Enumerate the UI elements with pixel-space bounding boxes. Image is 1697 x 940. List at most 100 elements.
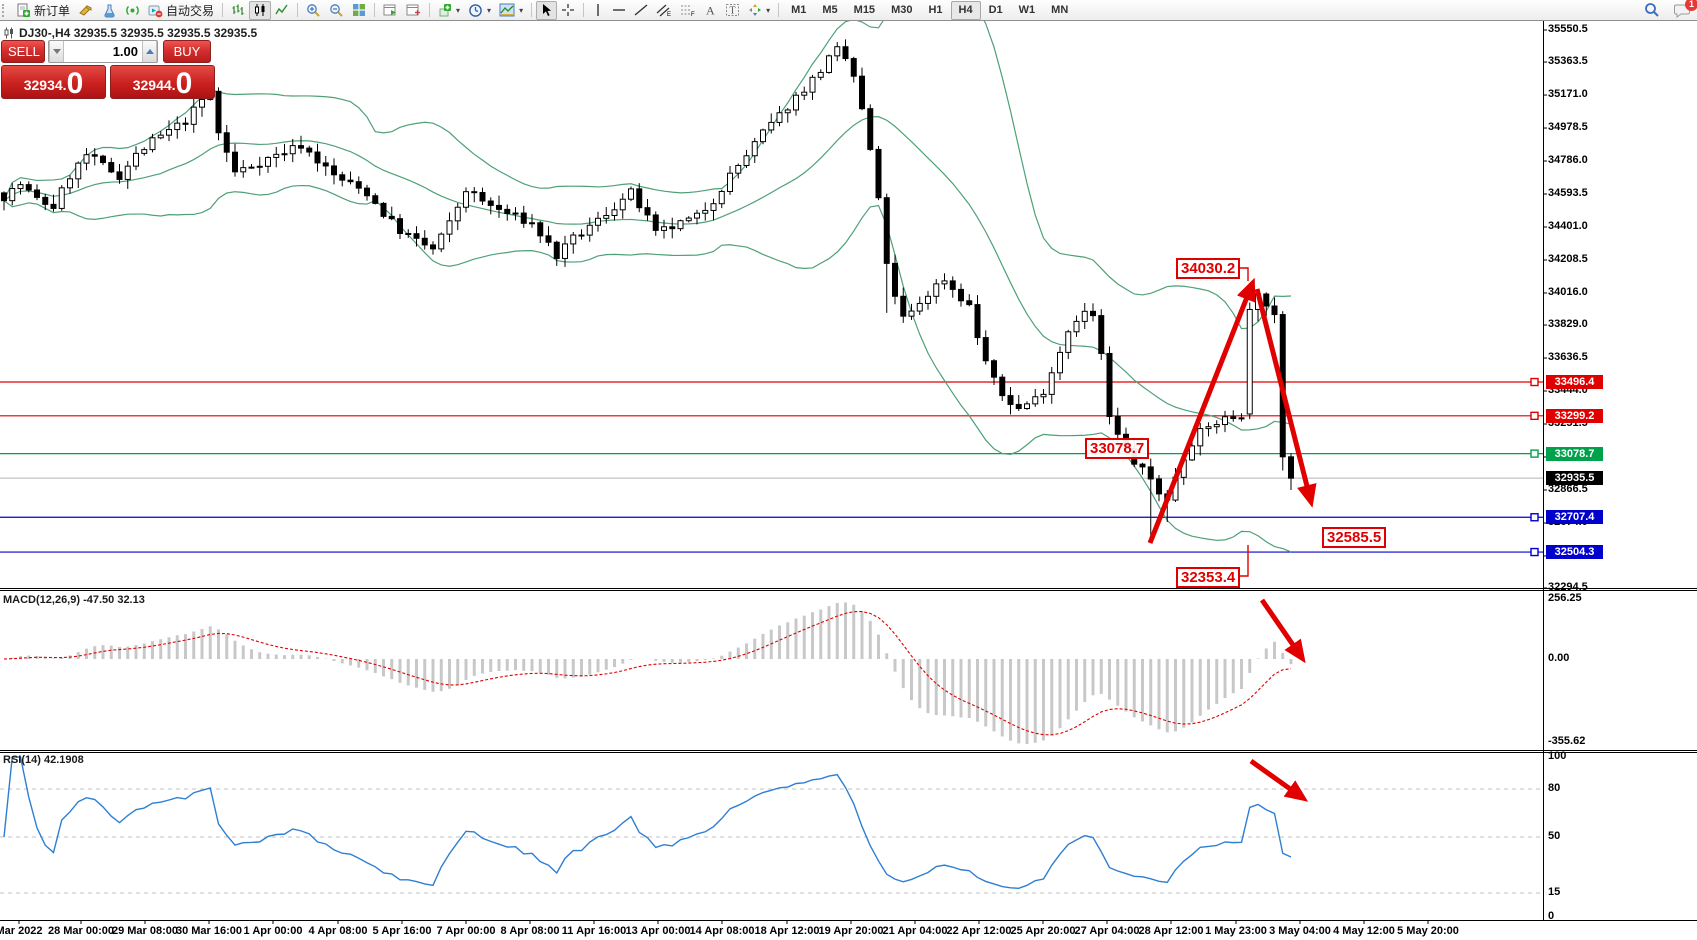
timeframe-button-M30[interactable]: M30 — [891, 4, 913, 16]
main-toolbar: 新订单 自动交易 — [0, 0, 1697, 21]
line-chart-icon — [275, 4, 288, 15]
add-indicator-button[interactable]: ▾ — [434, 1, 464, 20]
arrange-window-icon — [383, 4, 397, 16]
timeframe-button-MN[interactable]: MN — [1051, 4, 1069, 16]
channel-icon: E — [656, 4, 671, 17]
autotrading-button[interactable]: 自动交易 — [144, 1, 218, 20]
tile-windows-button[interactable] — [348, 1, 370, 20]
toolbar-grip[interactable] — [2, 3, 9, 17]
market-watch-button[interactable] — [74, 1, 98, 20]
notifications-button[interactable]: 1 — [1674, 0, 1697, 18]
timeframe-button-M1[interactable]: M1 — [791, 4, 807, 16]
zoom-out-icon — [330, 3, 343, 17]
timeframe-group: M1 M5 M15 M30 H1 H4 D1 W1 MN — [783, 0, 1076, 20]
candlestick-chart-icon — [255, 4, 265, 16]
arrange-window-plus-icon — [406, 4, 421, 16]
strategy-tester-icon — [104, 4, 115, 17]
text-label-tool-button[interactable]: T — [721, 1, 744, 20]
cursor-tool-button[interactable] — [536, 0, 558, 20]
toolbar-separator — [531, 3, 533, 17]
equidistant-channel-tool-button[interactable]: E — [652, 1, 676, 20]
timeframe-button-W1[interactable]: W1 — [1018, 4, 1036, 16]
trendline-tool-button[interactable] — [630, 1, 652, 20]
chart-title: DJ30-,H4 32935.5 32935.5 32935.5 32935.5 — [3, 26, 257, 40]
dropdown-arrow-icon: ▾ — [519, 5, 524, 15]
trendline-icon — [634, 4, 648, 16]
bar-chart-mode-button[interactable] — [227, 1, 249, 20]
new-order-icon — [17, 3, 30, 17]
text-label-icon: T — [726, 4, 740, 17]
chart-properties-button[interactable]: ▾ — [495, 1, 527, 20]
bar-chart-icon — [232, 4, 244, 15]
horizontal-line-tool-button[interactable] — [608, 1, 630, 20]
toolbar-separator — [297, 3, 299, 17]
text-icon: A — [706, 4, 715, 18]
rsi-indicator-label: RSI(14) 42.1908 — [3, 754, 84, 766]
line-chart-mode-button[interactable] — [271, 1, 293, 20]
svg-text:E: E — [667, 12, 671, 17]
track-chart-button[interactable] — [402, 1, 425, 20]
timeframe-button-M15[interactable]: M15 — [853, 4, 876, 16]
auto-arrange-button[interactable] — [379, 1, 402, 20]
fibonacci-icon: F — [681, 5, 695, 17]
dropdown-arrow-icon: ▾ — [456, 5, 461, 15]
toolbar-separator — [778, 3, 780, 17]
zoom-in-button[interactable] — [302, 1, 325, 20]
tile-windows-icon — [353, 4, 366, 16]
svg-text:F: F — [691, 12, 695, 17]
vertical-line-tool-button[interactable] — [588, 1, 608, 20]
timeframe-button-H1[interactable]: H1 — [928, 4, 943, 16]
timeframe-button-M5[interactable]: M5 — [822, 4, 838, 16]
text-tool-button[interactable]: A — [700, 1, 721, 20]
sell-price-pip: 0 — [66, 67, 84, 100]
buy-price-main: 32944 — [132, 77, 172, 93]
buy-price-display[interactable]: 32944. 0 — [110, 65, 215, 99]
triangle-down-icon — [52, 49, 61, 54]
candlestick-mode-button[interactable] — [249, 0, 272, 20]
cursor-icon — [543, 4, 552, 16]
toolbar-separator — [374, 3, 376, 17]
vertical-line-icon — [597, 4, 599, 16]
chart-symbol-icon — [4, 27, 13, 39]
buy-button[interactable]: BUY — [163, 40, 211, 63]
market-watch-icon — [79, 4, 92, 16]
strategy-tester-button[interactable] — [98, 1, 121, 20]
signal-icon — [126, 5, 139, 15]
volume-decrease-button[interactable] — [49, 41, 64, 62]
dropdown-arrow-icon: ▾ — [487, 5, 492, 15]
buy-price-pip: 0 — [175, 67, 193, 100]
chart-properties-icon — [499, 3, 515, 17]
period-selector-button[interactable]: ▾ — [464, 1, 495, 20]
svg-text:T: T — [730, 6, 736, 17]
toolbar-separator — [583, 3, 585, 17]
crosshair-tool-button[interactable] — [557, 1, 579, 20]
volume-increase-button[interactable] — [142, 41, 157, 62]
timeframe-button-D1[interactable]: D1 — [988, 4, 1003, 16]
sell-price-dot: . — [62, 77, 67, 93]
new-order-button[interactable]: 新订单 — [12, 1, 74, 20]
shapes-arrows-icon — [749, 4, 762, 16]
signals-button[interactable] — [121, 1, 144, 20]
autotrading-label: 自动交易 — [166, 3, 215, 18]
crosshair-icon — [562, 4, 575, 16]
add-indicator-icon — [439, 4, 452, 17]
zoom-in-icon — [307, 3, 320, 17]
buy-price-dot: . — [171, 77, 176, 93]
sell-price-main: 32934 — [23, 77, 63, 93]
volume-control — [48, 40, 158, 63]
arrows-tool-button[interactable]: ▾ — [744, 1, 774, 20]
volume-input[interactable] — [64, 41, 142, 62]
fibonacci-tool-button[interactable]: F — [676, 1, 700, 20]
triangle-up-icon — [145, 49, 154, 54]
horizontal-line-icon — [613, 9, 626, 11]
sell-price-display[interactable]: 32934. 0 — [1, 65, 106, 99]
autotrading-icon — [148, 5, 163, 17]
search-icon[interactable] — [1644, 2, 1660, 18]
zoom-out-button[interactable] — [325, 1, 348, 20]
timeframe-button-H4[interactable]: H4 — [950, 0, 981, 20]
new-order-label: 新订单 — [34, 3, 71, 18]
sell-button[interactable]: SELL — [1, 40, 45, 63]
dropdown-arrow-icon: ▾ — [766, 5, 771, 15]
svg-text:A: A — [706, 4, 715, 18]
